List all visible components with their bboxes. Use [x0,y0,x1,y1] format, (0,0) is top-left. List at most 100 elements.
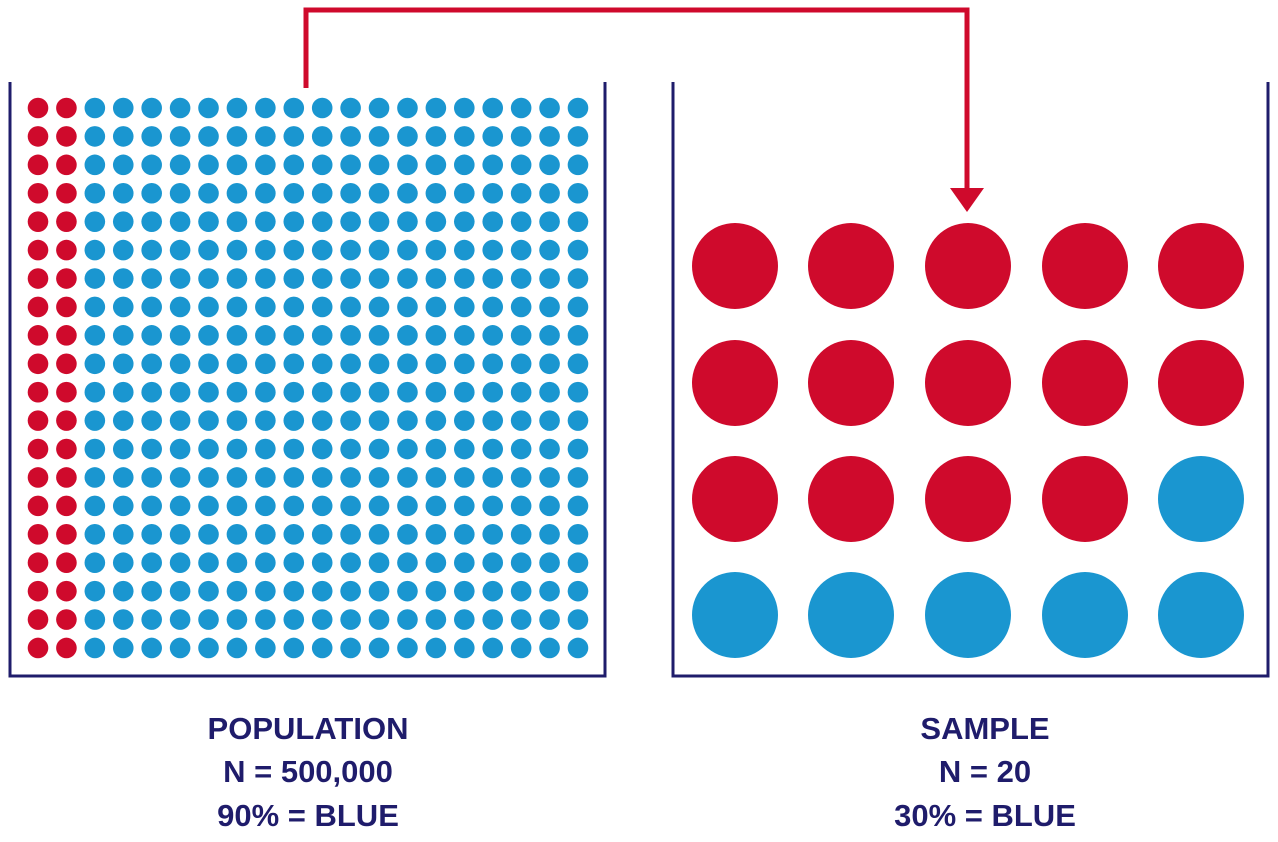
population-dot [482,524,504,545]
population-dot [397,182,418,204]
sample-dot [1158,340,1244,426]
population-dot [56,609,77,630]
population-dot [27,524,49,545]
population-dot [567,97,589,119]
population-dot [510,381,532,403]
population-dot [112,381,134,403]
population-dot [112,438,134,460]
population-dot [112,524,134,545]
sample-dot [925,456,1011,542]
population-dot [454,410,475,431]
population-dot [368,126,390,147]
population-dot [56,239,77,261]
population-dot [539,182,560,204]
population-dot [226,182,248,204]
population-dot [169,580,191,602]
population-dot [567,467,589,488]
population-dot [368,325,390,346]
population-dot [283,381,305,403]
population-dot [169,410,191,431]
population-dot [340,438,361,460]
population-dot [56,182,77,204]
population-dot [510,524,532,545]
population-dot [425,524,447,545]
population-dot [141,353,162,375]
population-dot [510,268,532,289]
population-dot [368,239,390,261]
population-dot [482,381,504,403]
population-dot [56,552,77,574]
population-dot [226,239,248,261]
population-dot [169,381,191,403]
population-dot [141,524,162,545]
population-dot [226,211,248,232]
population-dot [112,182,134,204]
population-dot [141,239,162,261]
population-dot [283,580,305,602]
population-dot [397,580,418,602]
population-dot [255,126,276,147]
population-dot [425,467,447,488]
sample-dot [692,572,778,658]
population-dot [482,182,504,204]
population-dot [84,325,106,346]
population-dot [169,239,191,261]
population-dot [368,211,390,232]
population-dot [397,97,418,119]
population-dot [84,381,106,403]
population-dot [112,325,134,346]
population-dot [567,609,589,630]
population-dot [425,637,447,659]
population-dot [482,637,504,659]
population-dot [141,410,162,431]
population-dot [454,268,475,289]
population-dot [255,182,276,204]
population-dot [198,268,219,289]
population-dot [368,580,390,602]
population-dot [311,580,333,602]
population-dot [56,467,77,488]
population-dot [169,467,191,488]
population-dot [510,325,532,346]
population-dot [425,353,447,375]
population-dot [454,524,475,545]
population-dot [112,239,134,261]
population-dot [510,438,532,460]
population-dot [539,609,560,630]
sampling-arrow [303,7,970,192]
population-dot [56,126,77,147]
population-dot [84,353,106,375]
population-dot [198,552,219,574]
population-dot [567,637,589,659]
population-dot [226,381,248,403]
population-dot [141,381,162,403]
population-dot [397,381,418,403]
population-dot [84,438,106,460]
population-dot [340,467,361,488]
population-dot [425,552,447,574]
population-dot [482,580,504,602]
population-dot [112,495,134,517]
population-dot [56,495,77,517]
population-dot [198,97,219,119]
population-dot [27,211,49,232]
population-dot [198,325,219,346]
population-dot [482,211,504,232]
population-dot [226,97,248,119]
population-dot [198,609,219,630]
population-dot [340,637,361,659]
population-dot [397,353,418,375]
population-dot [255,353,276,375]
population-dot [425,211,447,232]
population-dot [84,296,106,318]
population-dot [311,524,333,545]
population-dot [255,438,276,460]
population-dot [482,438,504,460]
population-dot [311,239,333,261]
population-dot [141,609,162,630]
population-dot [27,296,49,318]
population-dot [84,467,106,488]
population-dot [283,637,305,659]
population-dot [340,580,361,602]
population-dot [27,325,49,346]
